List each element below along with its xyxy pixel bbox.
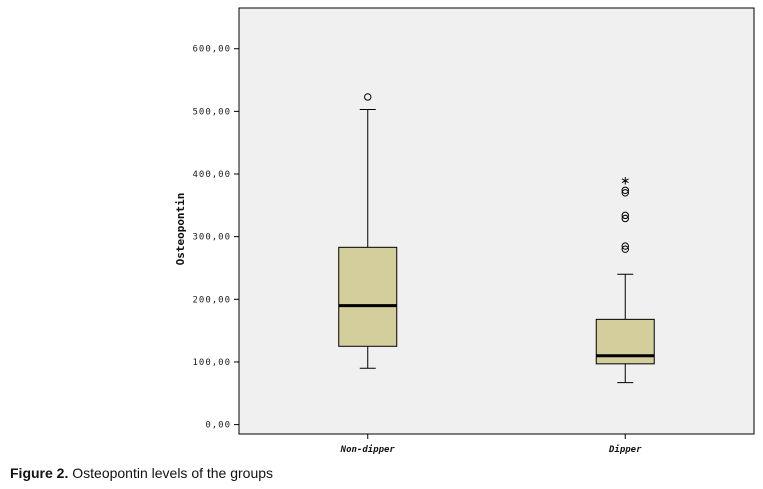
- box-group-0: [338, 93, 398, 369]
- y-tick-label-6: 600,00: [192, 45, 231, 55]
- figure-caption-label: Figure 2.: [10, 465, 69, 481]
- outlier-point: [621, 214, 629, 223]
- boxplot-chart: 0,00 100,00 200,00 300,00 400,00 500,00 600,00…: [174, 7, 755, 455]
- outlier-point: [621, 186, 629, 195]
- y-tick-label-1: 100,00: [192, 358, 231, 368]
- figure-caption-text: Osteopontin levels of the groups: [68, 465, 274, 481]
- iqr-box: [338, 246, 398, 347]
- y-axis: 0,00 100,00 200,00 300,00 400,00 500,00 600,00: [192, 45, 239, 431]
- y-tick-label-5: 500,00: [192, 107, 231, 117]
- x-tick-label-1: Dipper: [608, 444, 642, 455]
- figure-caption: Figure 2. Osteopontin levels of the grou…: [10, 465, 273, 481]
- outlier-point: [621, 211, 629, 220]
- x-axis: Non-dipper Dipper: [340, 434, 642, 455]
- outlier-point: [621, 245, 629, 253]
- box-group-1: ∗: [595, 173, 655, 384]
- outlier-point: [364, 93, 372, 101]
- plot-area: [238, 7, 755, 435]
- boxes-group: ∗: [338, 93, 655, 384]
- extreme-point: ∗: [620, 173, 630, 187]
- y-tick-label-3: 300,00: [192, 233, 231, 243]
- y-tick-label-0: 0,00: [205, 421, 231, 431]
- x-tick-label-0: Non-dipper: [340, 444, 396, 455]
- y-tick-label-2: 200,00: [192, 295, 231, 305]
- outlier-point: [621, 242, 629, 250]
- y-axis-title: Osteopontin: [174, 193, 187, 266]
- y-tick-label-4: 400,00: [192, 170, 231, 180]
- outlier-point: [621, 189, 629, 197]
